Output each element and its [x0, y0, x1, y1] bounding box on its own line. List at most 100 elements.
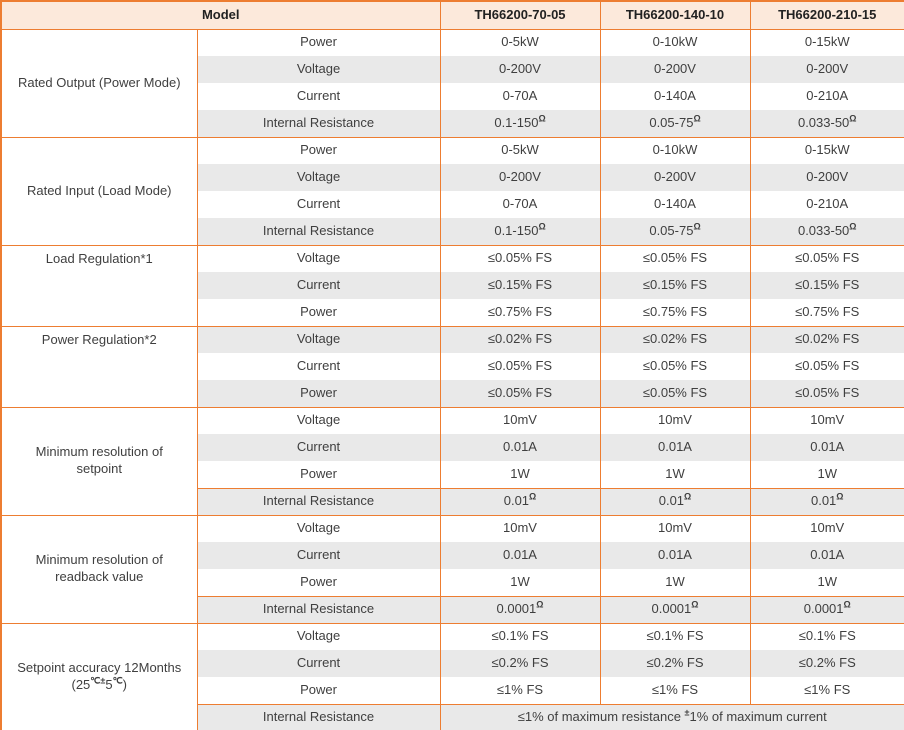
param-cell: Internal Resistance	[196, 595, 441, 623]
header-row: Model TH66200-70-05 TH66200-140-10 TH662…	[0, 1, 904, 30]
value-cell: 0.01A	[749, 434, 904, 461]
value-cell: 0-200V	[599, 164, 751, 191]
value-cell: 10mV	[599, 406, 751, 434]
param-cell: Power	[196, 136, 441, 164]
value-cell: ≤0.75% FS	[439, 299, 601, 326]
group-label-line: Setpoint accuracy 12Months	[17, 659, 182, 675]
value-cell: 0-210A	[749, 191, 904, 218]
group-label-line: Minimum resolution of	[35, 444, 163, 460]
value-cell: 1W	[599, 461, 751, 488]
value-cell: 0.01A	[749, 542, 904, 569]
value-cell: ≤0.05% FS	[749, 244, 904, 272]
value-cell: 0.01A	[439, 542, 601, 569]
value-cell: 0-70A	[439, 83, 601, 110]
value-cell: 0.01Ω	[749, 487, 904, 515]
value-cell: 0-10kW	[599, 28, 751, 56]
table-row: Minimum resolution of readback value Volta…	[0, 514, 904, 623]
value-cell: 0-200V	[599, 56, 751, 83]
param-cell: Internal Resistance	[196, 487, 441, 515]
value-cell: ≤0.2% FS	[599, 650, 751, 677]
value-cell: ≤0.2% FS	[749, 650, 904, 677]
param-cell: Internal Resistance	[196, 218, 441, 245]
table-row: Rated Input (Load Mode) Power 0-5kW 0-10kW 0…	[0, 136, 904, 245]
table-row: Power 1W 1W 1W	[1, 569, 904, 596]
param-cell: Voltage	[196, 406, 441, 434]
param-cell: Voltage	[196, 325, 441, 353]
value-cell: ≤0.05% FS	[439, 380, 601, 407]
value-cell: ≤0.05% FS	[599, 380, 751, 407]
value-cell: 0-5kW	[439, 136, 601, 164]
table-row: Current 0-70A 0-140A 0-210A	[1, 83, 904, 110]
table-row: Power ≤0.05% FS ≤0.05% FS ≤0.05% FS	[1, 380, 904, 407]
param-cell: Voltage	[196, 622, 441, 650]
param-cell: Current	[196, 353, 441, 380]
value-cell: ≤0.05% FS	[439, 353, 601, 380]
table-row: Internal Resistance 0.01Ω 0.01Ω 0.01Ω	[1, 487, 904, 515]
table-row: Current 0-70A 0-140A 0-210A	[1, 191, 904, 218]
table-row: Current ≤0.15% FS ≤0.15% FS ≤0.15% FS	[1, 272, 904, 299]
table-row: Current 0.01A 0.01A 0.01A	[1, 542, 904, 569]
value-cell: ≤1% FS	[599, 677, 751, 704]
value-cell: 1W	[599, 569, 751, 596]
value-cell: 0.1-150Ω	[439, 218, 601, 245]
group-label: Power Regulation*2	[0, 325, 198, 407]
model-header-cell: Model	[0, 1, 441, 30]
value-cell: ≤0.75% FS	[599, 299, 751, 326]
param-cell: Power	[196, 461, 441, 488]
param-cell: Power	[196, 380, 441, 407]
value-cell: 0.033-50Ω	[749, 110, 904, 137]
value-cell: ≤0.05% FS	[599, 244, 751, 272]
spec-table-body: Rated Output (Power Mode) Power 0-5kW 0-10k…	[0, 28, 904, 730]
value-cell: 0.01Ω	[439, 487, 601, 515]
param-cell: Internal Resistance	[196, 703, 441, 730]
param-cell: Power	[196, 28, 441, 56]
value-cell: 0-200V	[749, 164, 904, 191]
value-cell: 1W	[439, 569, 601, 596]
value-cell: 0.05-75Ω	[599, 110, 751, 137]
value-cell: 1W	[749, 569, 904, 596]
param-cell: Current	[196, 191, 441, 218]
value-cell: ≤0.05% FS	[749, 353, 904, 380]
value-cell: 0.05-75Ω	[599, 218, 751, 245]
value-cell: ≤0.15% FS	[749, 272, 904, 299]
value-cell: 0-140A	[599, 191, 751, 218]
model-column-header-2: TH66200-140-10	[599, 1, 751, 30]
group-label: Rated Input (Load Mode)	[0, 136, 198, 245]
table-row: Current ≤0.2% FS ≤0.2% FS ≤0.2% FS	[1, 650, 904, 677]
param-cell: Voltage	[196, 244, 441, 272]
group-label: Load Regulation*1	[0, 244, 198, 326]
value-cell: 0-5kW	[439, 28, 601, 56]
value-cell: ≤0.05% FS	[439, 244, 601, 272]
value-cell: 10mV	[749, 406, 904, 434]
group-label-line: Load Regulation*1	[45, 250, 153, 266]
group-label-line: Rated Output (Power Mode)	[17, 74, 181, 90]
param-cell: Current	[196, 272, 441, 299]
group-label: Minimum resolution of readback value	[0, 514, 198, 623]
table-row: Setpoint accuracy 12Months (25℃±5℃) Voltag…	[0, 622, 904, 730]
value-cell: ≤0.15% FS	[439, 272, 601, 299]
value-cell: 0.01A	[599, 542, 751, 569]
table-row: Current 0.01A 0.01A 0.01A	[1, 434, 904, 461]
value-cell: 10mV	[599, 514, 751, 542]
value-cell: 0-10kW	[599, 136, 751, 164]
value-cell: 0-200V	[439, 164, 601, 191]
value-cell: 0.0001Ω	[599, 595, 751, 623]
value-cell: ≤0.02% FS	[599, 325, 751, 353]
table-row: Minimum resolution of setpoint Voltage 10mV…	[0, 406, 904, 515]
value-cell: 0-210A	[749, 83, 904, 110]
param-cell: Power	[196, 677, 441, 704]
value-cell: 1W	[749, 461, 904, 488]
table-row: Voltage 0-200V 0-200V 0-200V	[1, 56, 904, 83]
table-row: Voltage 0-200V 0-200V 0-200V	[1, 164, 904, 191]
table-row: Power 1W 1W 1W	[1, 461, 904, 488]
param-cell: Voltage	[196, 164, 441, 191]
param-cell: Power	[196, 299, 441, 326]
param-cell: Power	[196, 569, 441, 596]
group-label: Setpoint accuracy 12Months (25℃±5℃)	[0, 622, 198, 730]
merged-value-cell: ≤1% of maximum resistance ±1% of maximum…	[439, 703, 904, 730]
value-cell: 0-70A	[439, 191, 601, 218]
param-cell: Current	[196, 650, 441, 677]
value-cell: 1W	[439, 461, 601, 488]
value-cell: 10mV	[439, 406, 601, 434]
